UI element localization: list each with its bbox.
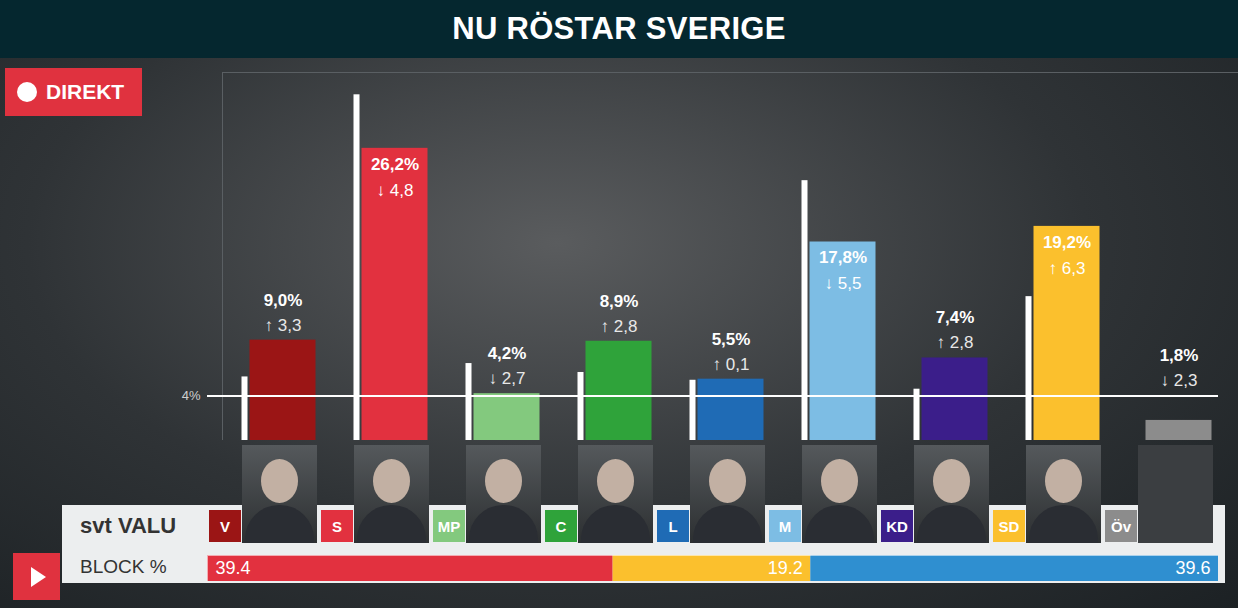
svg-text:5,5%: 5,5%	[712, 330, 751, 349]
html-text:V: V	[220, 517, 230, 535]
svg-text:8,9%: 8,9%	[600, 292, 639, 311]
html-text:NU RÖSTAR SVERIGE: NU RÖSTAR SVERIGE	[452, 11, 786, 46]
svg-text:↓ 2,7: ↓ 2,7	[489, 369, 526, 388]
svg-text:39.4: 39.4	[216, 558, 251, 578]
svg-text:19.2: 19.2	[768, 558, 803, 578]
svg-text:39.6: 39.6	[1175, 558, 1210, 578]
html-text:M: M	[778, 517, 792, 535]
html-text:KD: KD	[886, 517, 908, 535]
html-text:MP: MP	[437, 517, 461, 535]
html-text:DIREKT: DIREKT	[46, 80, 125, 103]
svg-text:↑ 0,1: ↑ 0,1	[713, 355, 750, 374]
svg-text:4,2%: 4,2%	[488, 344, 527, 363]
svg-text:7,4%: 7,4%	[936, 308, 975, 327]
html-text:svt VALU: svt VALU	[80, 513, 177, 538]
html-text:L: L	[668, 517, 678, 535]
svg-text:↑ 6,3: ↑ 6,3	[1049, 259, 1086, 278]
svg-text:↓ 2,3: ↓ 2,3	[1161, 371, 1198, 390]
svg-text:↓ 5,5: ↓ 5,5	[825, 274, 862, 293]
html-text:S: S	[332, 517, 342, 535]
svg-text:26,2%: 26,2%	[371, 155, 419, 174]
html-text:SD: SD	[998, 517, 1020, 535]
svg-text:↑ 3,3: ↑ 3,3	[265, 316, 302, 335]
svg-text:1,8%: 1,8%	[1160, 346, 1199, 365]
svg-text:4%: 4%	[182, 388, 201, 403]
html-text:BLOCK %: BLOCK %	[80, 556, 167, 577]
svg-text:↓ 4,8: ↓ 4,8	[377, 181, 414, 200]
html-text:C: C	[555, 517, 567, 535]
svg-text:↑ 2,8: ↑ 2,8	[937, 333, 974, 352]
svg-text:9,0%: 9,0%	[264, 291, 303, 310]
svg-text:↑ 2,8: ↑ 2,8	[601, 317, 638, 336]
svg-text:19,2%: 19,2%	[1043, 233, 1091, 252]
html-text:Öv: Öv	[1111, 517, 1131, 535]
svg-text:17,8%: 17,8%	[819, 248, 867, 267]
